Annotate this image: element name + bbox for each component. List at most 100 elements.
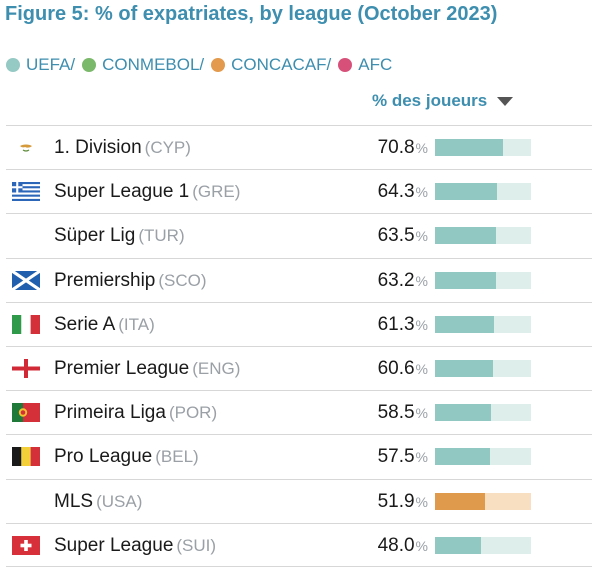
data-label: 57.5% bbox=[378, 446, 428, 468]
league-name: Premiership (SCO) bbox=[54, 270, 207, 292]
data-label: 63.5% bbox=[378, 225, 428, 247]
league-label: Pro League bbox=[54, 446, 153, 468]
legend-dot-icon bbox=[211, 58, 226, 72]
country-code: (CYP) bbox=[144, 138, 191, 157]
country-code: (SCO) bbox=[158, 270, 207, 290]
legend-label: CONCACAF/ bbox=[231, 55, 332, 74]
bar bbox=[435, 139, 503, 156]
percent-sign: % bbox=[415, 184, 428, 201]
bar-track bbox=[435, 227, 531, 245]
country-code: (ITA) bbox=[118, 314, 155, 334]
chart-title: Figure 5: % of expatriates, by league (O… bbox=[5, 3, 498, 25]
bar bbox=[435, 492, 485, 510]
data-label: 58.5% bbox=[378, 402, 428, 424]
percent-sign: % bbox=[415, 449, 428, 466]
legend-item: CONCACAF/ bbox=[211, 55, 338, 75]
country-code: (ENG) bbox=[192, 358, 241, 378]
bar-track bbox=[435, 139, 531, 156]
bar-track bbox=[435, 183, 531, 201]
portugal-flag-icon bbox=[12, 403, 40, 423]
table-row: Premiership (SCO) 63.2% bbox=[6, 257, 592, 302]
value-text: 58.5 bbox=[377, 402, 415, 424]
league-name: Serie A (ITA) bbox=[54, 314, 155, 336]
legend: UEFA/CONMEBOL/CONCACAF/AFC bbox=[6, 55, 392, 75]
table-row: Süper Lig (TUR) 63.5% bbox=[6, 213, 592, 257]
league-label: Premier League bbox=[54, 357, 190, 379]
bar bbox=[435, 315, 494, 333]
league-label: Super League 1 bbox=[54, 181, 190, 203]
column-header-label: % des joueurs bbox=[372, 91, 488, 110]
league-label: Super League bbox=[54, 534, 174, 556]
value-text: 63.2 bbox=[377, 269, 415, 291]
data-label: 61.3% bbox=[378, 314, 428, 336]
value-text: 70.8 bbox=[377, 137, 415, 158]
percent-sign: % bbox=[415, 140, 428, 156]
league-label: Serie A bbox=[54, 313, 116, 335]
country-code: (BEL) bbox=[155, 447, 199, 467]
bar bbox=[435, 536, 482, 554]
scotland-flag-icon bbox=[12, 270, 40, 290]
league-label: Primeira Liga bbox=[54, 402, 166, 424]
bar-track bbox=[435, 536, 531, 554]
legend-dot-icon bbox=[338, 58, 353, 72]
country-code: (SUI) bbox=[176, 535, 217, 555]
league-label: Premiership bbox=[54, 269, 156, 291]
data-label: 60.6% bbox=[378, 358, 428, 380]
percent-sign: % bbox=[415, 272, 428, 289]
league-name: Süper Lig (TUR) bbox=[54, 225, 185, 247]
league-table: 1. Division (CYP) 70.8% Super League 1 (GRE)… bbox=[6, 125, 592, 567]
league-name: Premier League (ENG) bbox=[54, 358, 240, 380]
table-row: Primeira Liga (POR) 58.5% bbox=[6, 390, 592, 434]
table-row: Pro League (BEL) 57.5% bbox=[6, 434, 592, 478]
country-code: (TUR) bbox=[138, 226, 185, 246]
legend-item: CONMEBOL/ bbox=[82, 55, 211, 75]
switzerland-flag-icon bbox=[12, 535, 40, 555]
value-text: 60.6 bbox=[377, 357, 415, 379]
sort-column-header[interactable]: % des joueurs bbox=[372, 91, 514, 111]
data-label: 51.9% bbox=[378, 491, 428, 513]
table-row: Premier League (ENG) 60.6% bbox=[6, 345, 592, 390]
percent-sign: % bbox=[415, 493, 428, 510]
bar bbox=[435, 183, 497, 201]
table-row: 1. Division (CYP) 70.8% bbox=[6, 125, 592, 169]
bar bbox=[435, 359, 494, 377]
legend-dot-icon bbox=[6, 58, 20, 72]
table-row: MLS (USA) 51.9% bbox=[6, 478, 592, 523]
bar bbox=[435, 271, 496, 289]
data-label: 70.8% bbox=[378, 137, 428, 159]
legend-dot-icon bbox=[82, 58, 97, 72]
bar-track bbox=[435, 271, 531, 289]
league-name: Pro League (BEL) bbox=[54, 446, 199, 468]
sort-descending-icon[interactable] bbox=[497, 97, 514, 106]
percent-sign: % bbox=[415, 316, 428, 333]
value-text: 61.3 bbox=[377, 313, 415, 335]
percent-sign: % bbox=[415, 537, 428, 554]
league-label: Süper Lig bbox=[54, 225, 136, 247]
value-text: 63.5 bbox=[377, 225, 415, 247]
data-label: 48.0% bbox=[378, 535, 428, 557]
league-label: MLS bbox=[54, 490, 94, 512]
bar bbox=[435, 448, 491, 466]
legend-label: AFC bbox=[358, 55, 393, 74]
legend-item: AFC bbox=[338, 55, 392, 75]
table-row: Serie A (ITA) 61.3% bbox=[6, 301, 592, 346]
greece-flag-icon bbox=[12, 182, 40, 202]
country-code: (POR) bbox=[168, 403, 218, 423]
legend-item: UEFA/ bbox=[6, 55, 82, 75]
bar-track bbox=[435, 492, 531, 510]
country-code: (GRE) bbox=[192, 182, 241, 202]
data-label: 64.3% bbox=[378, 181, 428, 203]
percent-sign: % bbox=[415, 228, 428, 245]
league-name: Primeira Liga (POR) bbox=[54, 402, 217, 424]
league-label: 1. Division bbox=[54, 137, 142, 158]
bar-track bbox=[435, 448, 531, 466]
league-name: MLS (USA) bbox=[54, 491, 142, 513]
percent-sign: % bbox=[415, 360, 428, 377]
value-text: 57.5 bbox=[377, 446, 415, 468]
england-flag-icon bbox=[12, 358, 40, 378]
league-name: Super League (SUI) bbox=[54, 535, 216, 557]
value-text: 64.3 bbox=[377, 181, 415, 203]
table-row: Super League 1 (GRE) 64.3% bbox=[6, 169, 592, 213]
bar-track bbox=[435, 404, 531, 422]
belgium-flag-icon bbox=[12, 447, 40, 467]
